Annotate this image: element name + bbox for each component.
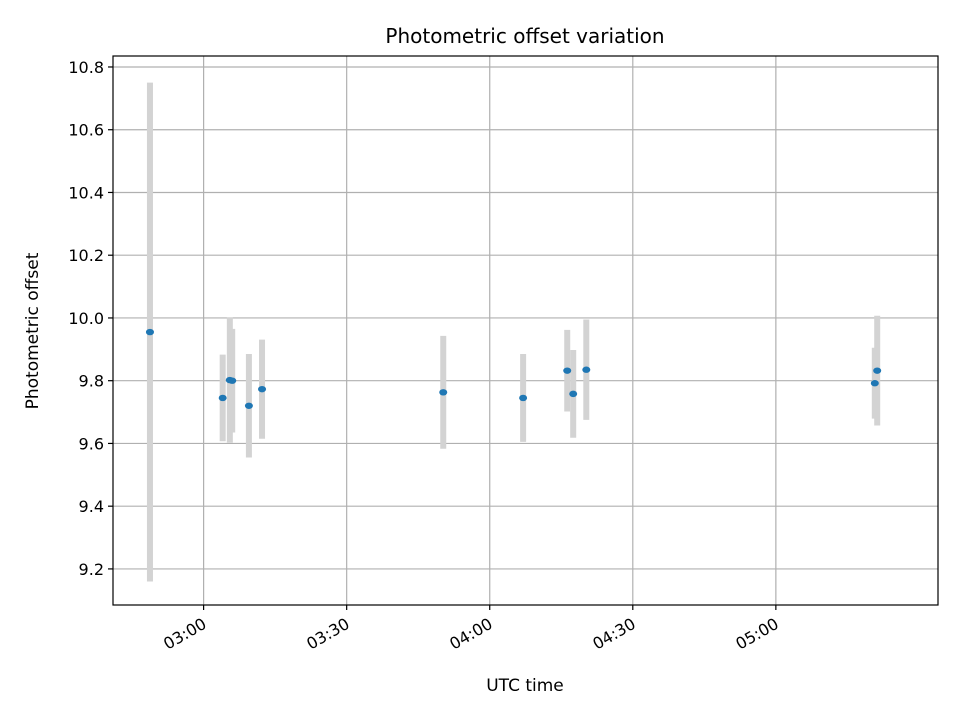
y-tick-label: 9.6: [79, 434, 104, 453]
data-point: [244, 402, 253, 409]
data-point: [228, 377, 237, 384]
y-tick-label: 10.0: [68, 309, 104, 328]
y-tick-label: 9.8: [79, 372, 104, 391]
x-tick-label: 04:30: [589, 614, 638, 654]
data-point: [569, 390, 578, 398]
data-point: [218, 394, 227, 402]
data-point: [582, 366, 591, 373]
x-tick-label: 05:00: [732, 614, 781, 654]
plot-frame: [112, 55, 939, 606]
data-point: [873, 367, 882, 374]
data-point: [439, 389, 448, 396]
data-points: [145, 328, 882, 409]
x-tick-label: 03:00: [160, 614, 209, 654]
data-point: [258, 385, 267, 393]
x-axis-label: UTC time: [486, 676, 564, 696]
data-point: [145, 328, 154, 336]
x-tick-label: 04:00: [446, 614, 495, 654]
y-tick-label: 9.2: [79, 560, 104, 579]
y-tick-label: 10.4: [68, 183, 104, 202]
data-point: [519, 394, 528, 402]
y-tick-label: 10.6: [68, 121, 104, 140]
y-tick-label: 9.4: [79, 497, 104, 516]
chart-title: Photometric offset variation: [385, 24, 664, 48]
ticks: 03:00 03:30 04:00 04:30 05:00 9.2 9.4 9.6 9.8 10.…: [68, 58, 781, 654]
y-axis-label: Photometric offset: [23, 252, 43, 409]
x-tick-label: 03:30: [303, 614, 352, 654]
data-point: [563, 367, 572, 374]
grid: [113, 56, 938, 605]
y-tick-label: 10.2: [68, 246, 104, 265]
y-tick-label: 10.8: [68, 58, 104, 77]
data-point: [870, 380, 879, 387]
